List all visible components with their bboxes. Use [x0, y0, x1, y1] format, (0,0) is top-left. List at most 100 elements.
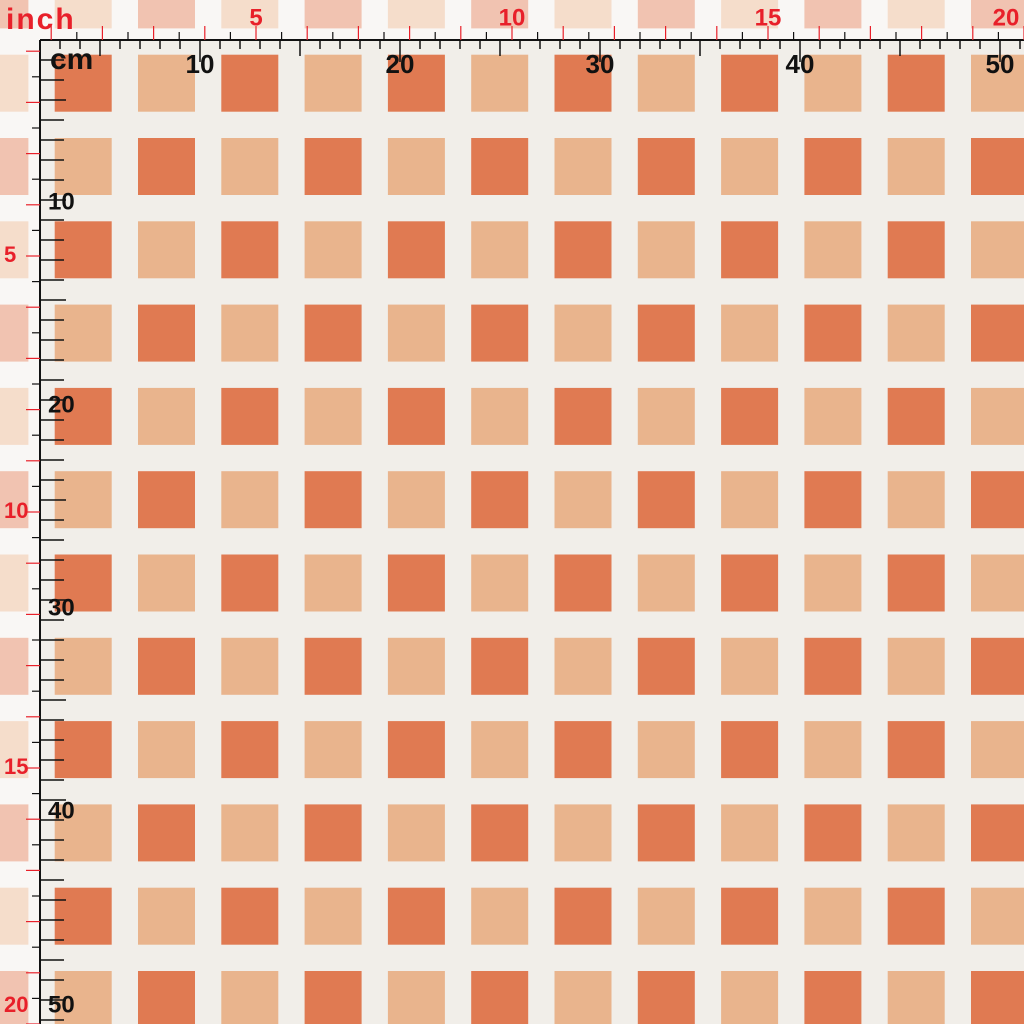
check-square: [221, 721, 279, 779]
check-square: [387, 804, 445, 862]
check-square: [221, 471, 279, 529]
check-square: [804, 54, 862, 112]
check-square: [554, 54, 612, 112]
check-square: [971, 221, 1024, 279]
top-inch-label: 5: [249, 4, 262, 31]
check-square: [721, 887, 779, 945]
left-inch-label: 20: [4, 992, 28, 1017]
check-square: [637, 221, 695, 279]
check-square: [221, 971, 279, 1024]
top-cm-label: 30: [586, 49, 615, 79]
check-square: [887, 887, 945, 945]
check-square: [637, 804, 695, 862]
check-square: [221, 887, 279, 945]
left-cm-label: 50: [48, 991, 75, 1018]
check-square: [804, 971, 862, 1024]
check-square: [804, 221, 862, 279]
check-square: [387, 721, 445, 779]
left-inch-label: 10: [4, 498, 28, 523]
cm-unit-label: cm: [50, 43, 93, 76]
top-inch-label: 20: [993, 4, 1020, 31]
left-cm-label: 40: [48, 797, 75, 824]
check-square: [804, 387, 862, 445]
inch-unit-label: inch: [6, 3, 76, 36]
check-square: [637, 471, 695, 529]
check-square: [221, 554, 279, 612]
check-square: [887, 54, 945, 112]
check-square: [304, 304, 362, 362]
check-square: [721, 387, 779, 445]
check-square: [138, 304, 195, 362]
top-cm-label: 40: [786, 49, 815, 79]
check-square: [721, 54, 779, 112]
check-square: [54, 721, 112, 779]
check-square: [138, 471, 195, 529]
check-square: [304, 221, 362, 279]
left-inch-label: 5: [4, 242, 16, 267]
check-square: [804, 138, 862, 195]
check-square: [54, 804, 112, 862]
check-square: [637, 971, 695, 1024]
check-square: [138, 887, 195, 945]
check-square: [887, 387, 945, 445]
check-square: [387, 471, 445, 529]
check-square: [721, 637, 779, 695]
check-square: [887, 721, 945, 779]
check-square: [971, 971, 1024, 1024]
check-square: [387, 304, 445, 362]
check-square: [971, 138, 1024, 195]
check-square: [221, 637, 279, 695]
check-square: [304, 54, 362, 112]
check-square: [637, 554, 695, 612]
check-square: [887, 637, 945, 695]
check-square: [554, 304, 612, 362]
check-square: [471, 54, 529, 112]
check-square: [804, 637, 862, 695]
check-square: [471, 721, 529, 779]
check-square: [138, 221, 195, 279]
check-square: [637, 138, 695, 195]
check-square: [637, 637, 695, 695]
check-square: [387, 54, 445, 112]
check-square: [804, 721, 862, 779]
top-inch-label: 10: [499, 4, 526, 31]
left-cm-label: 30: [48, 594, 75, 621]
check-square: [971, 554, 1024, 612]
check-square: [471, 804, 529, 862]
check-square: [221, 304, 279, 362]
check-square: [721, 304, 779, 362]
check-square: [804, 804, 862, 862]
check-square: [554, 721, 612, 779]
check-square: [387, 554, 445, 612]
top-inch-label: 15: [755, 4, 782, 31]
check-square: [54, 387, 112, 445]
check-square: [721, 721, 779, 779]
check-square: [471, 221, 529, 279]
check-square: [804, 887, 862, 945]
check-square: [887, 971, 945, 1024]
check-square: [54, 138, 112, 195]
check-square: [304, 637, 362, 695]
check-square: [554, 554, 612, 612]
check-square: [138, 721, 195, 779]
left-cm-label: 20: [48, 391, 75, 418]
check-square: [971, 804, 1024, 862]
check-square: [387, 387, 445, 445]
check-square: [887, 554, 945, 612]
check-square: [304, 471, 362, 529]
check-square: [637, 721, 695, 779]
check-square: [221, 221, 279, 279]
check-square: [887, 304, 945, 362]
check-square: [471, 471, 529, 529]
check-square: [54, 54, 112, 112]
check-square: [471, 138, 529, 195]
check-square: [221, 138, 279, 195]
check-square: [471, 637, 529, 695]
check-square: [887, 471, 945, 529]
check-square: [721, 471, 779, 529]
check-square: [554, 138, 612, 195]
top-cm-label: 10: [186, 49, 215, 79]
check-square: [721, 554, 779, 612]
check-square: [471, 971, 529, 1024]
